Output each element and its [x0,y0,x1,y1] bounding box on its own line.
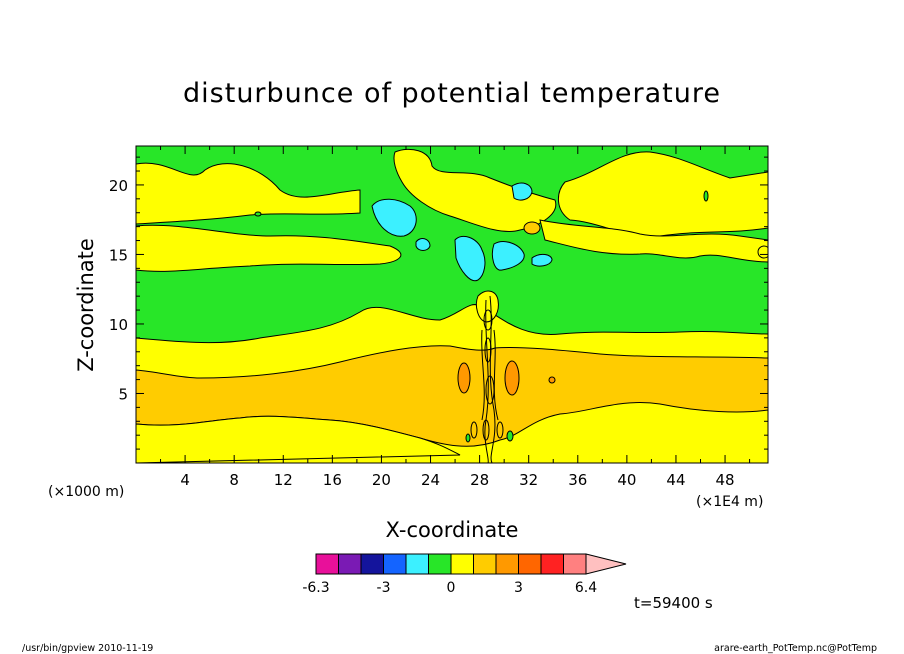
x-unit-left: (×1000 m) [48,484,124,500]
footer-left: /usr/bin/gpview 2010-11-19 [22,643,153,654]
colorbar-swatch [383,553,407,575]
contour-yellow-top-right [558,151,768,238]
colorbar-swatch [473,553,497,575]
colorbar-swatch [428,553,452,575]
contour-green-cell-bottom-right [506,430,514,442]
colorbar-labels: -6.3 -3 0 3 6.4 [302,580,597,596]
time-label: t=59400 s [634,594,713,612]
footer-right: arare-earth_PotTemp.nc@PotTemp [714,643,877,654]
central-contour-column [470,295,504,463]
colorbar-swatch [518,553,542,575]
colorbar-tick-label: 0 [447,580,456,596]
x-axis: 4 8 12 16 20 24 28 32 36 40 44 48 [160,146,751,489]
contour-yellow-center-top [393,148,557,232]
colorbar-swatch [360,553,384,575]
contour-cyan-right [491,241,525,271]
contour-yellow-top [136,162,361,225]
x-tick-label: 44 [666,471,685,489]
contour-yellow-bottom [136,415,461,463]
colorbar-tick-label: -3 [377,580,391,596]
colorbar-swatch [563,553,587,575]
contour-small-left [254,211,262,217]
contour-green-cell-bottom-left [465,433,471,443]
colorbar-swatch [495,553,519,575]
colorbar-tick-label: 6.4 [575,580,597,596]
contour-orange-cell-small [548,376,556,384]
x-tick-label: 36 [568,471,587,489]
y-tick-label: 20 [109,177,128,195]
contour-cyan-small [531,253,553,267]
x-tick-label: 8 [229,471,239,489]
colorbar-arrow [585,553,627,575]
x-tick-label: 40 [617,471,636,489]
y-tick-label: 15 [109,246,128,264]
y-tick-label: 10 [109,316,128,334]
contour-cyan-lower-left [415,238,431,251]
contour-small-right [703,190,709,202]
colorbar-swatch [405,553,429,575]
x-tick-label: 24 [421,471,440,489]
contour-orange-cell-upper [523,221,541,235]
contour-orange-cell-right [504,360,520,396]
contour-yellow-mid [136,224,402,272]
contour-yellow-center-plume [475,290,499,323]
plot-area [136,146,768,463]
x-tick-label: 20 [372,471,391,489]
x-axis-label: X-coordinate [386,518,519,542]
contour-cyan-upper [511,182,533,201]
contour-orange-cell-left [457,362,471,394]
x-tick-label: 28 [470,471,489,489]
y-tick-label: 5 [118,385,128,403]
colorbar [315,553,627,575]
x-unit-right: (×1E4 m) [696,494,763,510]
x-tick-label: 4 [180,471,190,489]
colorbar-swatch [338,553,362,575]
colorbar-swatch [540,553,564,575]
contour-cyan-center [454,235,486,282]
colorbar-tick-label: 3 [514,580,523,596]
contour-cyan-left [371,198,417,237]
x-tick-label: 32 [519,471,538,489]
y-axis-label: Z-coordinate [74,238,98,372]
y-axis: 5 10 15 20 [109,156,768,450]
colorbar-swatch [450,553,474,575]
x-tick-label: 48 [716,471,735,489]
x-tick-label: 16 [323,471,342,489]
contour-yellow-mid-right [539,219,768,263]
chart-title: disturbunce of potential temperature [183,78,721,109]
colorbar-swatch [315,553,339,575]
x-tick-label: 12 [274,471,293,489]
contour-small-yellow-right-edge [757,245,768,259]
colorbar-tick-label: -6.3 [302,580,329,596]
plot-frame [135,145,769,464]
